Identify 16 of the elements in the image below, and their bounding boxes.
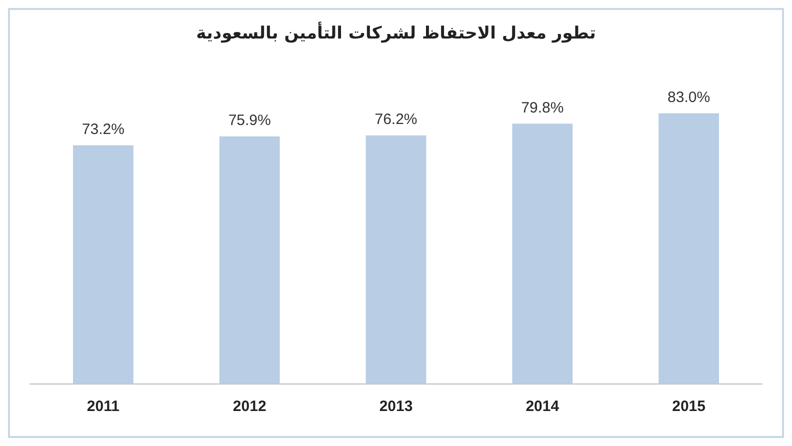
x-tick-label: 2014 (526, 398, 560, 416)
bar (73, 145, 134, 384)
bar (512, 124, 573, 384)
x-tick-label: 2011 (86, 398, 120, 416)
bar (658, 113, 719, 384)
data-label: 79.8% (521, 99, 564, 116)
bar (219, 136, 280, 384)
data-label: 75.9% (228, 112, 271, 130)
x-tick-label: 2012 (232, 398, 266, 416)
chart-title: تطور معدل الاحتفاظ لشركات التأمين بالسعودية (196, 22, 596, 44)
bar (366, 135, 426, 384)
data-label: 83.0% (668, 88, 710, 106)
data-label: 73.2% (82, 120, 124, 138)
x-tick-label: 2013 (379, 398, 413, 416)
data-label: 76.2% (374, 111, 418, 128)
x-tick-label: 2015 (672, 398, 706, 416)
